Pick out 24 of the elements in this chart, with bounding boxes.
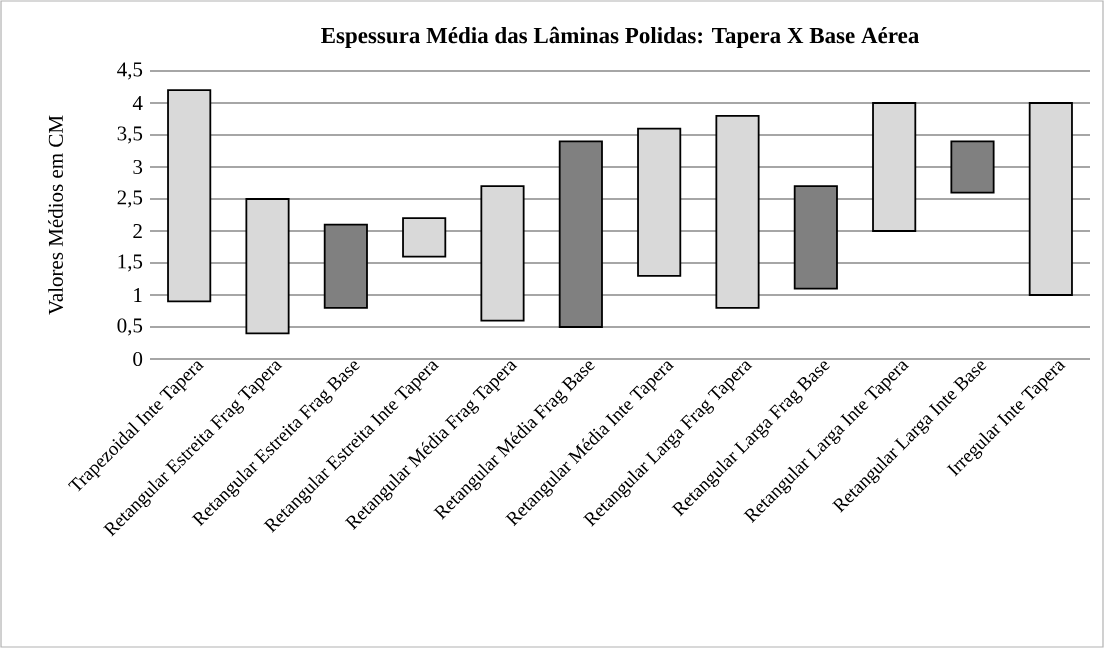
chart-title: Espessura Média das Lâminas Polidas: Tapera X Base Aérea	[321, 26, 919, 48]
bar	[715, 114, 760, 309]
y-tick-label: 0	[133, 351, 143, 367]
bar	[1028, 102, 1073, 296]
bar	[402, 217, 447, 258]
y-tick-label: 1	[134, 288, 142, 302]
y-axis-title: Valores Médios em CM	[48, 115, 64, 315]
y-tick-label: 3	[133, 159, 143, 175]
bar	[245, 198, 290, 335]
y-tick-label: 4	[132, 96, 143, 110]
bar	[480, 185, 525, 322]
bar	[950, 140, 995, 194]
y-tick-label: 0,5	[117, 318, 143, 336]
bar	[637, 127, 682, 277]
y-tick-label: 2,5	[117, 190, 143, 208]
bar	[323, 223, 368, 309]
bar	[793, 185, 838, 290]
bar	[558, 140, 603, 328]
y-tick-label: 4,5	[117, 62, 143, 80]
bar	[167, 89, 212, 303]
y-tick-label: 2	[133, 224, 142, 238]
y-tick-label: 3,5	[117, 126, 143, 144]
y-tick-label: 1,5	[118, 254, 143, 272]
bar	[872, 102, 917, 232]
